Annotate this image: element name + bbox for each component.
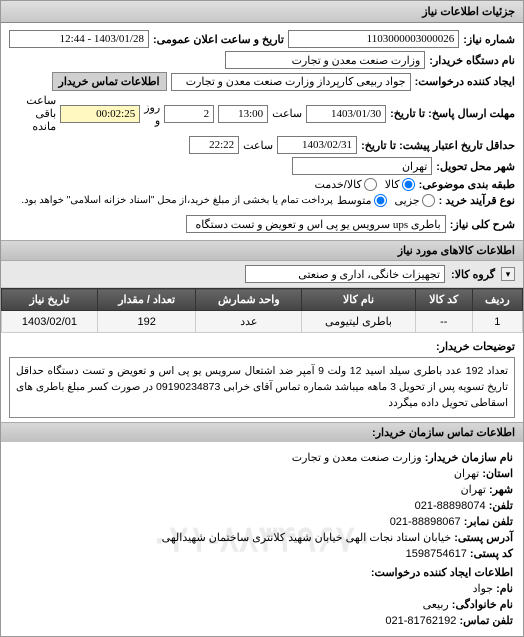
ijad-konande-label: ایجاد کننده درخواست:: [415, 75, 515, 88]
ostan-value: تهران: [454, 468, 479, 480]
shomare-niaz-label: شماره نیاز:: [463, 33, 515, 46]
nam-khanevadegi-label: نام خانوادگی:: [452, 599, 513, 611]
etelaat-tamas-button[interactable]: اطلاعات تماس خریدار: [52, 72, 167, 91]
pardakht-note: پرداخت تمام یا بخشی از مبلغ خرید،از محل …: [21, 195, 333, 206]
ijad-konande-input[interactable]: [171, 73, 411, 91]
shahr-tahvil-label: شهر محل تحویل:: [436, 160, 515, 173]
th-vahed: واحد شمارش: [196, 289, 302, 311]
tabaghe-label: طبقه بندی موضوعی:: [419, 178, 515, 191]
adres-value: خیابان استاد نجات الهی خیابان شهید کلانت…: [162, 532, 451, 544]
telefon-value: 88898074-021: [415, 500, 486, 512]
mohlat-ersal-label: مهلت ارسال پاسخ: تا تاریخ:: [390, 107, 515, 120]
th-nam: نام کالا: [302, 289, 416, 311]
th-radif: ردیف: [472, 289, 522, 311]
mohlat-date-input[interactable]: [306, 105, 386, 123]
days-remain-input[interactable]: [164, 105, 214, 123]
sharh-koli-label: شرح کلی نیاز:: [450, 218, 515, 231]
td-nam: باطری لیتیومی: [302, 311, 416, 333]
telefon-label: تلفن:: [489, 500, 513, 512]
items-table: ردیف کد کالا نام کالا واحد شمارش تعداد /…: [1, 288, 523, 333]
radio-kala[interactable]: کالا: [385, 178, 415, 191]
radio-motavaset[interactable]: متوسط: [337, 194, 387, 207]
th-kod: کد کالا: [415, 289, 472, 311]
nam-dastgah-label: نام دستگاه خریدار:: [429, 54, 515, 67]
section-kalaha-title: اطلاعات کالاهای مورد نیاز: [1, 240, 523, 261]
ijad-title: اطلاعات ایجاد کننده درخواست:: [371, 567, 513, 579]
th-tarikh: تاریخ نیاز: [2, 289, 98, 311]
td-tedad: 192: [97, 311, 196, 333]
tarikh-elan-label: تاریخ و ساعت اعلان عمومی:: [153, 33, 284, 46]
time-remain-input[interactable]: [60, 105, 140, 123]
radio-kala-khadamat[interactable]: کالا/خدمت: [315, 178, 377, 191]
radio-motavaset-label: متوسط: [337, 194, 372, 207]
nam-sazman-label: نام سازمان خریدار:: [425, 452, 513, 464]
panel-header: جزئیات اطلاعات نیاز: [1, 1, 523, 23]
td-radif: 1: [472, 311, 522, 333]
table-row[interactable]: 1 -- باطری لیتیومی عدد 192 1403/02/01: [2, 311, 523, 333]
telefon-tamas-value: 81762192-021: [385, 615, 456, 627]
shahr-value: تهران: [461, 484, 486, 496]
td-kod: --: [415, 311, 472, 333]
sharh-koli-input[interactable]: [186, 215, 446, 233]
hadaghal-date-input[interactable]: [277, 136, 357, 154]
shahr-label: شهر:: [489, 484, 513, 496]
telefon-namabar-label: تلفن نمابر:: [464, 516, 513, 528]
group-input[interactable]: [245, 265, 445, 283]
group-label: گروه کالا:: [451, 268, 495, 281]
nam-dastgah-input[interactable]: [225, 51, 425, 69]
kod-posti-value: 1598754617: [406, 548, 467, 560]
tozihat-label: توضیحات خریدار:: [436, 340, 515, 353]
radio-kala-khadamat-label: کالا/خدمت: [315, 178, 362, 191]
saat-label-2: ساعت: [243, 139, 273, 152]
nam-value: جواد: [473, 583, 493, 595]
adres-label: آدرس پستی:: [454, 532, 513, 544]
hadaghal-label: حداقل تاریخ اعتبار پیشت: تا تاریخ:: [361, 139, 515, 152]
shomare-niaz-input[interactable]: [288, 30, 459, 48]
td-vahed: عدد: [196, 311, 302, 333]
tarikh-elan-input[interactable]: [9, 30, 149, 48]
shahr-tahvil-input[interactable]: [292, 157, 432, 175]
telefon-namabar-value: 88898067-021: [390, 516, 461, 528]
telefon-tamas-label: تلفن تماس:: [459, 615, 513, 627]
hadaghal-time-input[interactable]: [189, 136, 239, 154]
nam-khanevadegi-value: ربیعی: [423, 599, 449, 611]
nam-label: نام:: [496, 583, 513, 595]
mohlat-time-input[interactable]: [218, 105, 268, 123]
saat-label-1: ساعت: [272, 107, 302, 120]
radio-jozi[interactable]: جزیی: [395, 194, 435, 207]
baghi-mande-label: ساعت باقی مانده: [9, 94, 56, 133]
nam-sazman-value: وزارت صنعت معدن و تجارت: [292, 452, 422, 464]
noe-gharardad-label: نوع قرآیند خرید :: [439, 194, 515, 207]
radio-kala-label: کالا: [385, 178, 400, 191]
ostan-label: استان:: [482, 468, 513, 480]
rooz-va-label: روز و: [144, 101, 160, 127]
radio-jozi-label: جزیی: [395, 194, 420, 207]
th-tedad: تعداد / مقدار: [97, 289, 196, 311]
tozihat-box: تعداد 192 عدد باطری سیلد اسید 12 ولت 9 آ…: [9, 357, 515, 418]
contact-title: اطلاعات تماس سازمان خریدار:: [1, 422, 523, 442]
chevron-down-icon[interactable]: ▾: [501, 267, 515, 281]
td-tarikh: 1403/02/01: [2, 311, 98, 333]
kod-posti-label: کد پستی:: [470, 548, 513, 560]
